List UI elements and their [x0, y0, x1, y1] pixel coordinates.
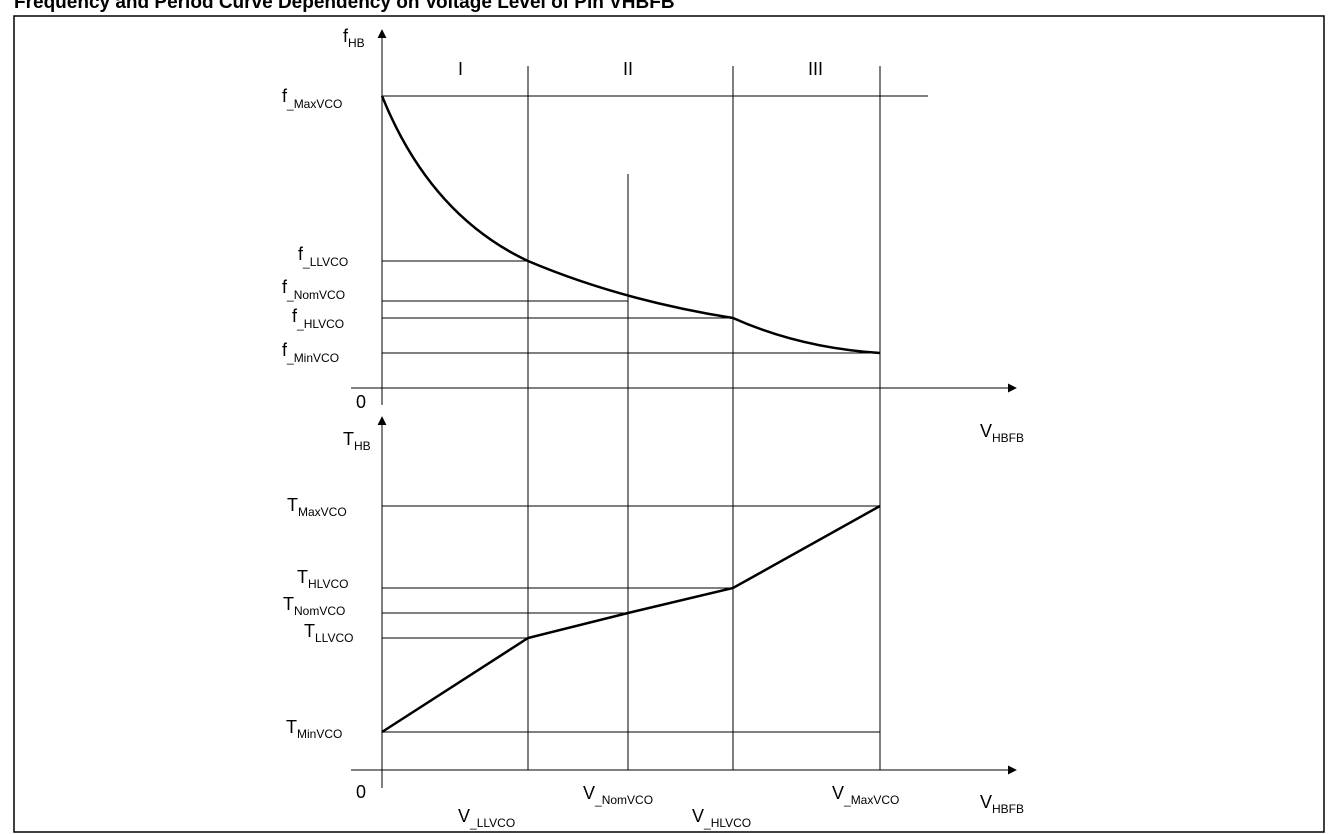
t-min-label: TMinVCO — [286, 717, 342, 741]
t-max-label: TMaxVCO — [287, 495, 347, 519]
t-nom-label: TNomVCO — [283, 594, 345, 618]
bottom-x-axis-label: VHBFB — [980, 792, 1024, 816]
t-ll-label: TLLVCO — [304, 621, 353, 645]
v-max-label: V_MaxVCO — [832, 783, 899, 807]
frequency-curve — [380, 95, 881, 355]
v-nom-label: V_NomVCO — [583, 783, 653, 807]
f-min-label: f_MinVCO — [282, 340, 339, 365]
f-nom-label: f_NomVCO — [282, 277, 345, 302]
v-ll-label: V_LLVCO — [458, 806, 515, 830]
t-hl-label: THLVCO — [297, 567, 348, 591]
f-ll-label: f_LLVCO — [298, 244, 348, 269]
period-curve — [381, 504, 881, 734]
diagram-frame — [13, 15, 1325, 833]
f-max-label: f_MaxVCO — [282, 86, 342, 111]
top-x-axis-label: VHBFB — [980, 421, 1024, 445]
f-hl-label: f_HLVCO — [292, 306, 344, 331]
v-hl-label: V_HLVCO — [692, 806, 751, 830]
bottom-origin-label: 0 — [356, 782, 366, 802]
top-y-axis-label: fHB — [343, 26, 365, 50]
region-label-1: I — [458, 59, 463, 79]
figure-title: Frequency and Period Curve Dependency on… — [14, 0, 675, 13]
region-label-3: III — [808, 59, 823, 79]
region-label-2: II — [623, 59, 633, 79]
top-origin-label: 0 — [356, 392, 366, 412]
bottom-y-axis-label: THB — [343, 429, 371, 453]
